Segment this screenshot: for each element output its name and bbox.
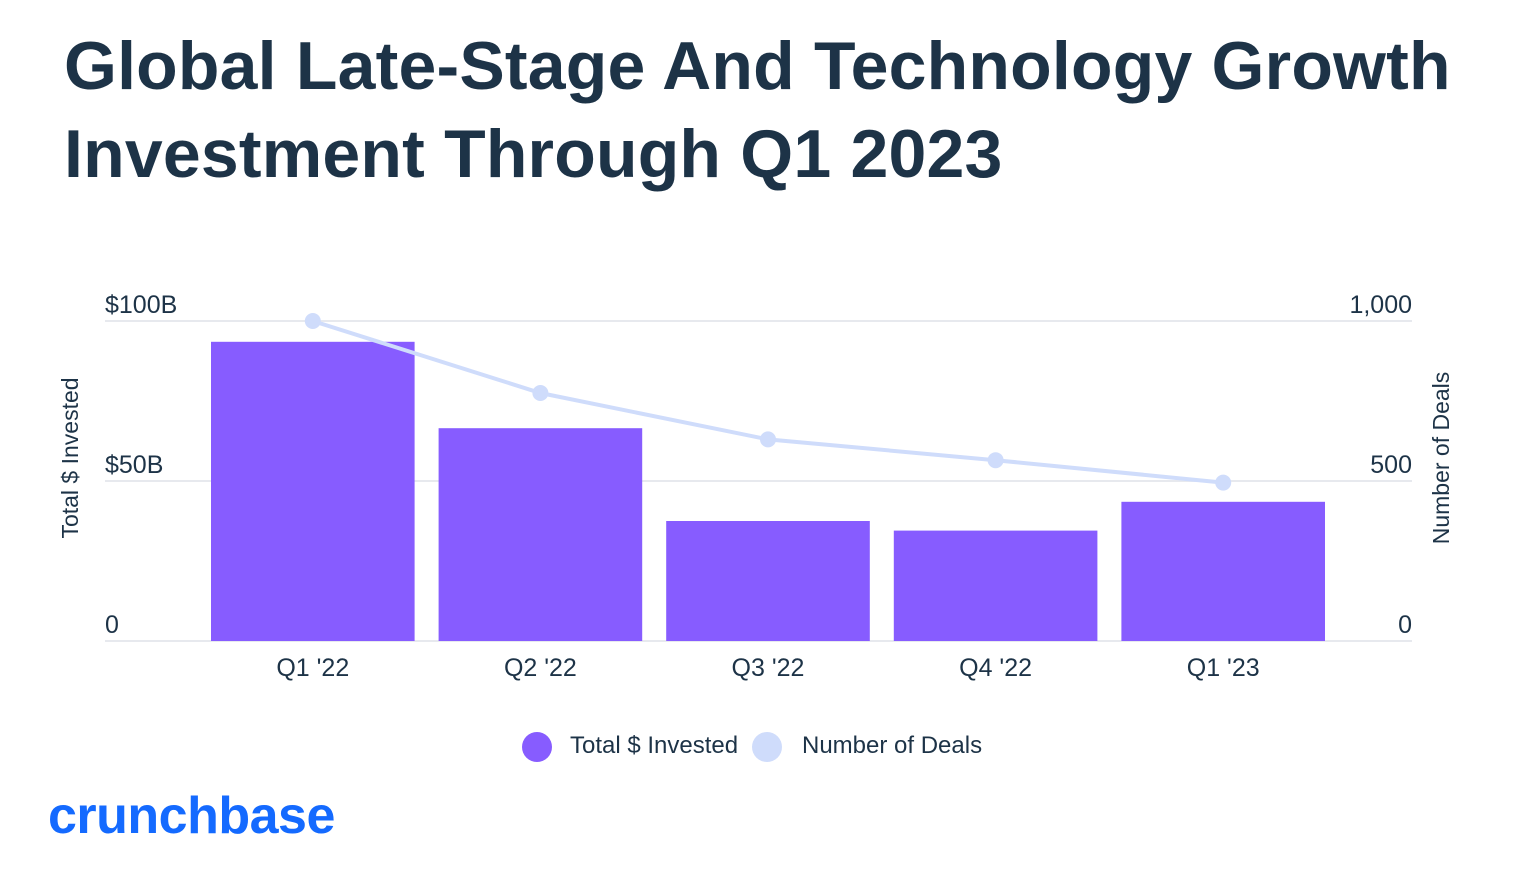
- crunchbase-logo: crunchbase: [48, 787, 335, 845]
- bar: [893, 530, 1098, 641]
- x-tick-label: Q2 '22: [504, 654, 577, 682]
- y-left-ticks: 0 $50B $100B: [105, 291, 177, 639]
- x-ticks: Q1 '22 Q2 '22 Q3 '22 Q4 '22 Q1 '23: [276, 654, 1259, 682]
- y-left-tick-label: 0: [105, 611, 119, 639]
- legend: Total $ Invested Number of Deals: [522, 732, 982, 762]
- bar-series: [211, 341, 1325, 641]
- y-right-tick-label: 500: [1370, 451, 1412, 479]
- line-point: [987, 452, 1004, 469]
- y-left-axis-title: Total $ Invested: [57, 377, 83, 538]
- x-tick-label: Q1 '22: [276, 654, 349, 682]
- line-point: [1215, 474, 1232, 491]
- y-left-tick-label: $100B: [105, 291, 177, 319]
- line-point: [532, 385, 549, 401]
- x-tick-label: Q1 '23: [1187, 654, 1260, 682]
- legend-label-number-of-deals: Number of Deals: [802, 732, 982, 759]
- chart-title: Global Late-Stage And Technology Growth …: [64, 28, 1451, 192]
- line-point: [760, 431, 776, 448]
- legend-label-total-invested: Total $ Invested: [570, 732, 738, 759]
- legend-swatch-total-invested: [522, 732, 552, 762]
- y-right-tick-label: 0: [1398, 611, 1412, 639]
- legend-swatch-number-of-deals: [752, 732, 782, 762]
- y-left-tick-label: $50B: [105, 451, 163, 479]
- line-series: [304, 313, 1232, 491]
- y-right-ticks: 0 500 1,000: [1349, 291, 1412, 639]
- x-tick-label: Q4 '22: [959, 654, 1032, 682]
- y-right-axis-title: Number of Deals: [1428, 372, 1454, 545]
- x-tick-label: Q3 '22: [732, 654, 805, 682]
- bar: [438, 428, 643, 641]
- line-point: [304, 313, 321, 329]
- y-right-tick-label: 1,000: [1349, 291, 1412, 319]
- bar: [666, 521, 870, 641]
- bar: [1121, 501, 1325, 641]
- bar: [211, 341, 415, 641]
